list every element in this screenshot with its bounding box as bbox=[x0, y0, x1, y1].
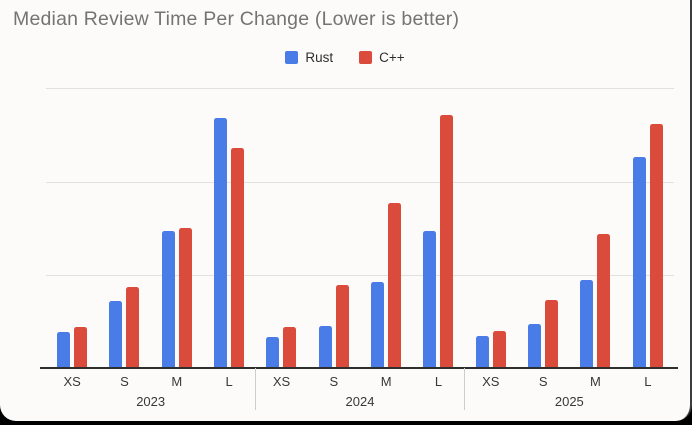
bar-rust-2025-XS bbox=[475, 336, 489, 368]
bar-cpp-2024-M bbox=[388, 203, 402, 368]
year-group-2024 bbox=[255, 85, 464, 368]
bar-pair bbox=[528, 299, 559, 368]
x-axis-line bbox=[40, 367, 678, 369]
bar-cell-2024-XS bbox=[255, 85, 307, 368]
category-label: L bbox=[644, 374, 652, 389]
bar-cpp-2025-XS bbox=[492, 331, 506, 368]
plot-area bbox=[46, 85, 674, 368]
year-group-2023 bbox=[46, 85, 255, 368]
gridline bbox=[46, 181, 674, 183]
category-label: M bbox=[380, 374, 392, 389]
bar-cell-2024-S bbox=[308, 85, 360, 368]
bar-cell-2023-XS bbox=[46, 85, 98, 368]
bar-cell-2025-S bbox=[517, 85, 569, 368]
category-label: M bbox=[171, 374, 183, 389]
year-label-2024: 2024 bbox=[345, 394, 375, 409]
bar-pair bbox=[266, 326, 297, 368]
chart-legend: Rust C++ bbox=[0, 50, 690, 65]
bar-cpp-2023-M bbox=[178, 228, 192, 368]
legend-item-rust: Rust bbox=[285, 50, 333, 65]
bar-cell-2025-L bbox=[622, 85, 674, 368]
year-label-2023: 2023 bbox=[136, 394, 166, 409]
bar-pair bbox=[109, 287, 140, 368]
category-label: XS bbox=[63, 374, 81, 389]
bar-cell-2023-M bbox=[151, 85, 203, 368]
bar-pair bbox=[214, 118, 245, 368]
bar-cpp-2024-S bbox=[335, 285, 349, 368]
bar-cell-2023-S bbox=[98, 85, 150, 368]
bar-cpp-2025-S bbox=[545, 299, 559, 368]
bar-rust-2023-M bbox=[161, 231, 175, 368]
gridline bbox=[46, 88, 674, 90]
bar-rust-2024-L bbox=[423, 231, 437, 368]
bar-rust-2024-M bbox=[371, 282, 385, 368]
category-label: S bbox=[538, 374, 548, 389]
legend-label-cpp: C++ bbox=[379, 50, 405, 65]
category-label: XS bbox=[482, 374, 500, 389]
bar-rust-2025-M bbox=[580, 279, 594, 368]
bar-cpp-2023-S bbox=[126, 287, 140, 368]
bar-rust-2023-XS bbox=[57, 332, 71, 368]
category-label: XS bbox=[272, 374, 291, 389]
bar-pair bbox=[632, 123, 663, 368]
bar-cell-2025-M bbox=[569, 85, 621, 368]
bar-cell-2024-M bbox=[360, 85, 412, 368]
bar-pair bbox=[475, 331, 506, 368]
bar-cpp-2025-M bbox=[597, 234, 611, 368]
bar-cpp-2025-L bbox=[649, 123, 663, 368]
rust-color-swatch-icon bbox=[285, 51, 299, 64]
category-label: M bbox=[590, 374, 601, 389]
legend-item-cpp: C++ bbox=[359, 50, 405, 65]
bar-cell-2024-L bbox=[412, 85, 464, 368]
year-label-2025: 2025 bbox=[554, 394, 584, 409]
bar-cell-2023-L bbox=[203, 85, 255, 368]
chart-title: Median Review Time Per Change (Lower is … bbox=[13, 8, 460, 30]
category-label: S bbox=[329, 374, 339, 389]
bar-rust-2024-S bbox=[318, 326, 332, 368]
bar-rust-2023-S bbox=[109, 300, 123, 368]
category-label: L bbox=[434, 374, 443, 389]
category-label-row: XS S M L XS S M L XS S M L bbox=[46, 374, 674, 389]
bar-pair bbox=[580, 234, 611, 368]
bar-cpp-2024-XS bbox=[283, 326, 297, 368]
bar-cell-2025-XS bbox=[465, 85, 517, 368]
bar-cpp-2023-L bbox=[231, 147, 245, 368]
bar-rust-2024-XS bbox=[266, 337, 280, 368]
category-labels-2024: XS S M L bbox=[255, 374, 464, 389]
cpp-color-swatch-icon bbox=[359, 51, 373, 64]
bar-cpp-2024-L bbox=[440, 114, 454, 368]
bar-groups bbox=[46, 85, 674, 368]
bar-pair bbox=[161, 228, 192, 368]
bar-pair bbox=[318, 285, 349, 368]
bar-pair bbox=[57, 326, 88, 368]
bar-rust-2025-S bbox=[528, 324, 542, 368]
bar-pair bbox=[423, 114, 454, 368]
bar-rust-2023-L bbox=[214, 118, 228, 368]
category-label: S bbox=[120, 374, 129, 389]
category-label: L bbox=[225, 374, 233, 389]
category-labels-2025: XS S M L bbox=[465, 374, 674, 389]
gridline bbox=[46, 274, 674, 276]
year-group-2025 bbox=[465, 85, 674, 368]
category-labels-2023: XS S M L bbox=[46, 374, 255, 389]
bar-rust-2025-L bbox=[632, 157, 646, 368]
legend-label-rust: Rust bbox=[305, 50, 334, 65]
bar-cpp-2023-XS bbox=[74, 326, 88, 368]
bar-pair bbox=[371, 203, 402, 368]
year-label-row: 2023 2024 2025 bbox=[46, 394, 674, 409]
